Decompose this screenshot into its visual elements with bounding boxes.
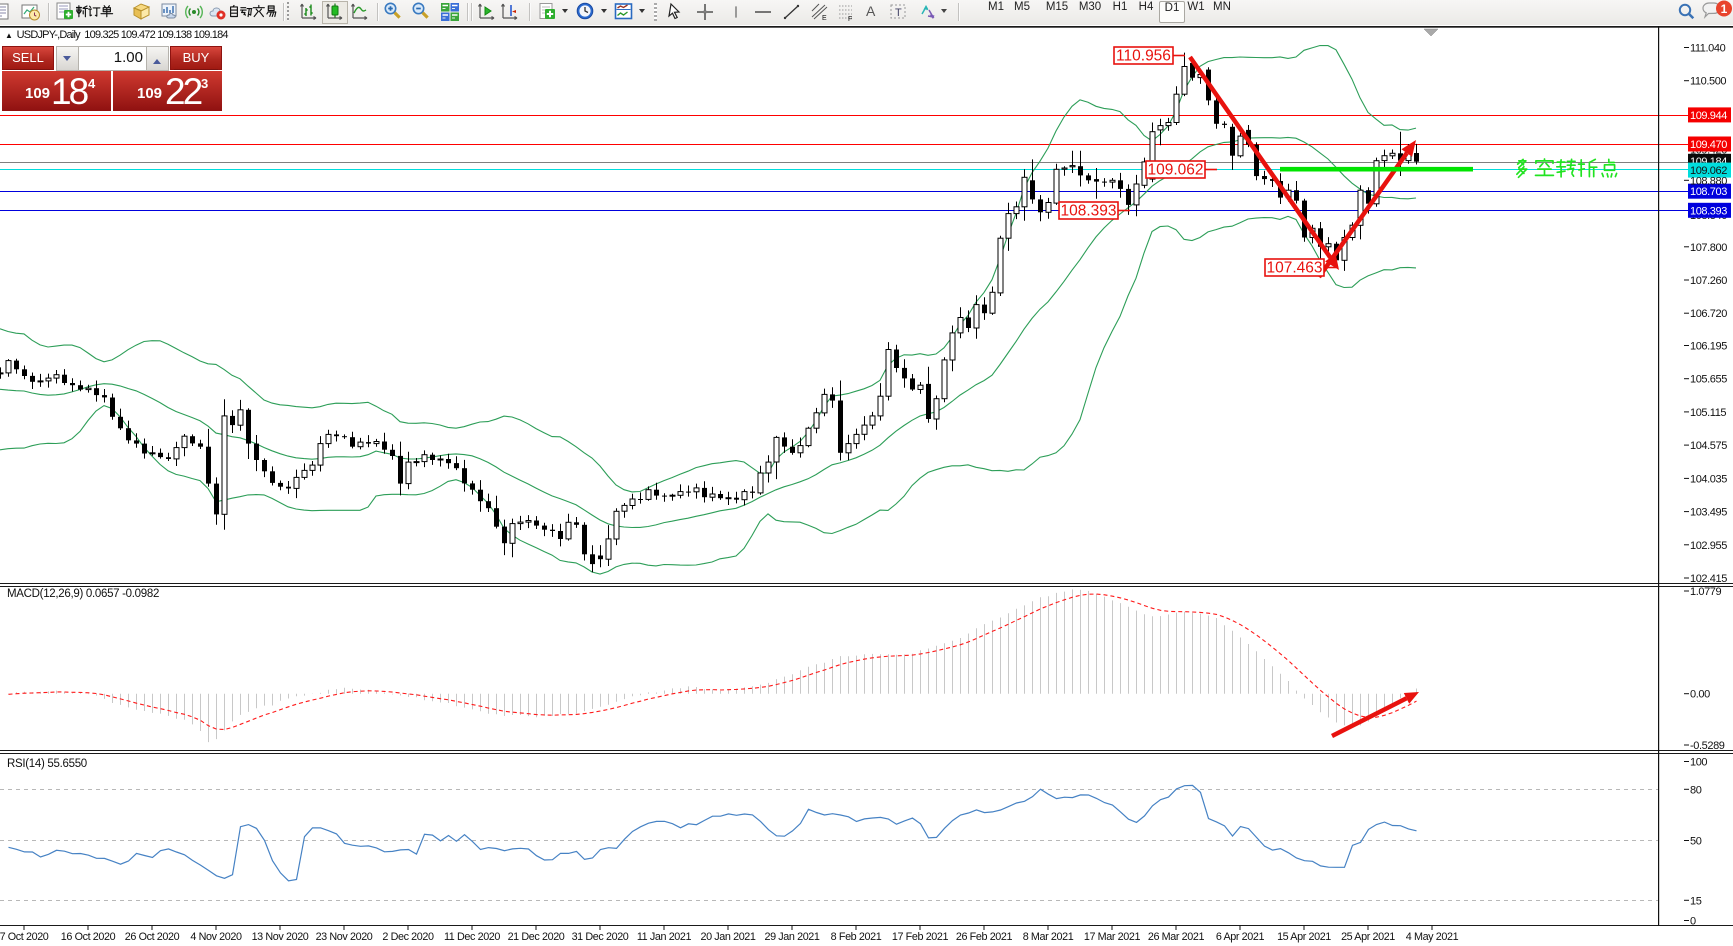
svg-text:110.500: 110.500 [1690,76,1726,88]
svg-text:107.463: 107.463 [1266,260,1322,277]
svg-text:107.800: 107.800 [1690,242,1727,254]
svg-text:109.944: 109.944 [1690,110,1727,122]
svg-text:50: 50 [1690,836,1702,848]
svg-text:15 Apr 2021: 15 Apr 2021 [1277,931,1331,943]
svg-text:25 Apr 2021: 25 Apr 2021 [1341,931,1395,943]
svg-text:E: E [822,15,827,22]
svg-text:109.062: 109.062 [1147,162,1203,179]
svg-text:F: F [848,16,852,22]
svg-text:100: 100 [1690,757,1707,769]
svg-text:26 Oct 2020: 26 Oct 2020 [125,931,180,943]
svg-text:109.062: 109.062 [1690,165,1727,177]
svg-text:80: 80 [1690,784,1702,796]
svg-text:1: 1 [1721,2,1728,16]
svg-text:26 Mar 2021: 26 Mar 2021 [1148,931,1205,943]
svg-text:102.955: 102.955 [1690,540,1727,552]
svg-text:106.195: 106.195 [1690,341,1727,353]
svg-text:31 Dec 2020: 31 Dec 2020 [572,931,629,943]
svg-text:105.115: 105.115 [1690,407,1726,419]
svg-text:108.393: 108.393 [1690,205,1727,217]
svg-text:2 Dec 2020: 2 Dec 2020 [382,931,434,943]
svg-text:T: T [895,7,902,19]
svg-text:11 Dec 2020: 11 Dec 2020 [444,931,500,943]
svg-text:26 Feb 2021: 26 Feb 2021 [956,931,1013,943]
svg-text:4 Nov 2020: 4 Nov 2020 [190,931,242,943]
svg-text:108.393: 108.393 [1060,203,1116,220]
svg-text:15: 15 [1690,895,1702,907]
svg-text:8 Feb 2021: 8 Feb 2021 [831,931,882,943]
svg-text:17 Feb 2021: 17 Feb 2021 [892,931,949,943]
svg-text:23 Nov 2020: 23 Nov 2020 [316,931,373,943]
svg-text:108.880: 108.880 [1690,175,1727,187]
svg-text:103.495: 103.495 [1690,507,1727,519]
svg-text:105.655: 105.655 [1690,374,1727,386]
svg-text:104.035: 104.035 [1690,473,1727,485]
svg-text:4 May 2021: 4 May 2021 [1406,931,1459,943]
svg-text:110.956: 110.956 [1116,48,1171,65]
svg-text:11 Jan 2021: 11 Jan 2021 [637,931,692,943]
svg-text:107.260: 107.260 [1690,275,1727,287]
svg-text:21 Dec 2020: 21 Dec 2020 [508,931,565,943]
svg-text:0: 0 [1690,916,1696,928]
svg-text:1.0779: 1.0779 [1690,586,1722,598]
svg-text:108.703: 108.703 [1690,186,1727,198]
svg-text:6 Apr 2021: 6 Apr 2021 [1216,931,1265,943]
svg-text:20 Jan 2021: 20 Jan 2021 [700,931,755,943]
svg-text:109.470: 109.470 [1690,139,1727,151]
svg-text:16 Oct 2020: 16 Oct 2020 [61,931,116,943]
svg-text:13 Nov 2020: 13 Nov 2020 [252,931,309,943]
svg-text:111.040: 111.040 [1690,43,1726,55]
svg-text:29 Jan 2021: 29 Jan 2021 [764,931,819,943]
svg-text:-0.5289: -0.5289 [1690,740,1725,752]
svg-text:RSI(14) 55.6550: RSI(14) 55.6550 [7,758,87,770]
svg-text:7 Oct 2020: 7 Oct 2020 [0,931,49,943]
svg-text:102.415: 102.415 [1690,573,1727,585]
svg-text:0.00: 0.00 [1690,689,1710,701]
svg-text:8 Mar 2021: 8 Mar 2021 [1023,931,1074,943]
svg-text:104.575: 104.575 [1690,440,1727,452]
svg-text:MACD(12,26,9) 0.0657 -0.0982: MACD(12,26,9) 0.0657 -0.0982 [7,588,159,600]
svg-text:106.720: 106.720 [1690,308,1727,320]
svg-text:17 Mar 2021: 17 Mar 2021 [1084,931,1141,943]
